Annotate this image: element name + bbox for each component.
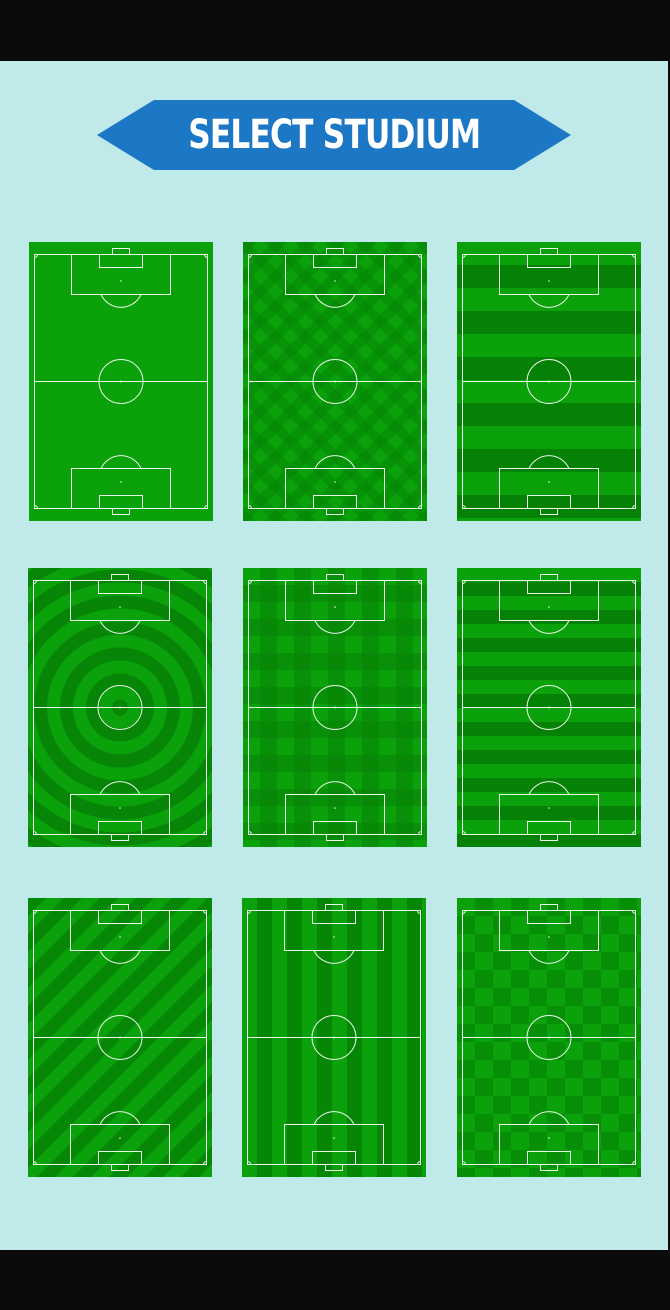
pitch-diagonal-stripes bbox=[28, 898, 212, 1177]
pitch-plain bbox=[29, 242, 213, 521]
pitch-horizontal-bands bbox=[457, 242, 641, 521]
stadium-option-9[interactable] bbox=[457, 898, 641, 1177]
title-banner: SELECT STUDIUM bbox=[97, 100, 571, 170]
stadium-option-2[interactable] bbox=[243, 242, 427, 521]
pitch-checker-diagonal bbox=[243, 242, 427, 521]
stadium-option-7[interactable] bbox=[28, 898, 212, 1177]
pitch-concentric-rings bbox=[28, 568, 212, 847]
stadium-option-3[interactable] bbox=[457, 242, 641, 521]
pitch-checkerboard bbox=[457, 898, 641, 1177]
stadium-option-6[interactable] bbox=[457, 568, 641, 847]
stadium-option-8[interactable] bbox=[242, 898, 426, 1177]
pitch-horizontal-stripes bbox=[457, 568, 641, 847]
page-title: SELECT STUDIUM bbox=[187, 112, 481, 158]
bottom-black-bar bbox=[0, 1250, 670, 1310]
stadium-select-screen: SELECT STUDIUM bbox=[0, 61, 670, 1250]
stadium-option-4[interactable] bbox=[28, 568, 212, 847]
pitch-vertical-stripes bbox=[242, 898, 426, 1177]
stadium-option-1[interactable] bbox=[29, 242, 213, 521]
stadium-option-5[interactable] bbox=[243, 568, 427, 847]
pitch-plaid bbox=[243, 568, 427, 847]
top-black-bar bbox=[0, 0, 670, 61]
